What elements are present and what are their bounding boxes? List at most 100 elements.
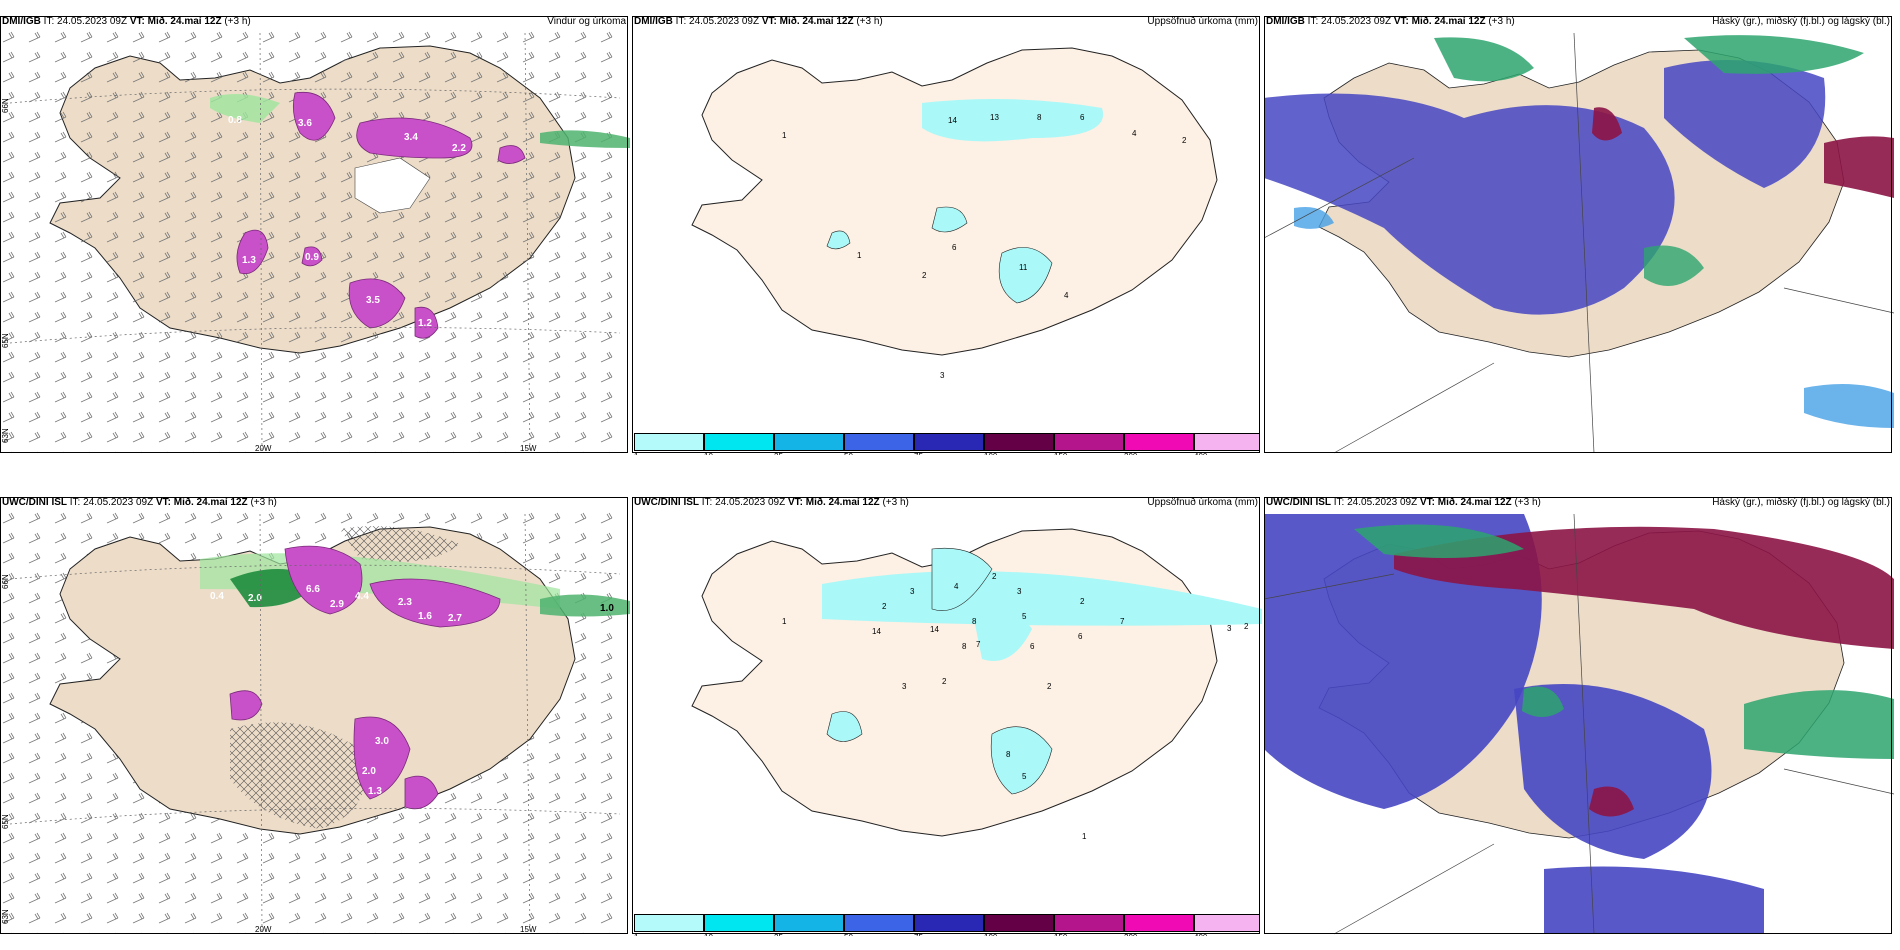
low-cloud-area (1804, 384, 1894, 428)
glacier-patch (354, 157, 431, 214)
high-cloud-area (1744, 690, 1894, 759)
lead-time: (+3 h) (882, 497, 909, 508)
accum-value: 2 (1080, 597, 1085, 606)
accum-value: 8 (972, 617, 977, 626)
precip-blob (301, 246, 323, 267)
accum-value: 8 (962, 642, 967, 651)
colorbar-swatch (1124, 914, 1194, 932)
colorbar-tick: 100 (984, 933, 997, 936)
row1-accum-header: DMI/IGB IT: 24.05.2023 09Z VT: Mið. 24.m… (634, 16, 1258, 30)
accum-value: 4 (1132, 129, 1137, 138)
high-cloud-area (1684, 35, 1864, 74)
precip-blob (356, 117, 473, 159)
colorbar-swatch (844, 914, 914, 932)
it-label: IT: (701, 497, 713, 508)
accum-value: 3 (1227, 624, 1232, 633)
it-value: 24.05.2023 09Z (83, 497, 154, 508)
accum-precip-area (922, 99, 1104, 142)
vt-value: Mið. 24.maí 12Z (779, 16, 854, 27)
low-cloud-area (1664, 60, 1826, 188)
precip-label: 1.6 (418, 611, 432, 622)
accum-value: 1 (857, 251, 862, 260)
accum-value: 13 (990, 113, 999, 122)
accum-value: 5 (1022, 612, 1027, 621)
lead-time: (+3 h) (224, 16, 251, 27)
cloud-map[interactable] (1264, 489, 1894, 936)
accum-value: 4 (954, 582, 959, 591)
colorbar-tick: 25 (774, 933, 783, 936)
accum-precip-area (972, 606, 1032, 661)
colorbar-swatch (1194, 914, 1260, 932)
colorbar-tick: 200 (1124, 452, 1137, 455)
high-cloud-area (1644, 245, 1704, 286)
precip-blob (292, 91, 336, 141)
model-name: UWC/DINI ISL (1266, 497, 1331, 508)
lon-label: 20W (255, 444, 272, 453)
accum-value: 11 (1019, 263, 1028, 272)
accum-value: 3 (910, 587, 915, 596)
mid-cloud-area (1589, 786, 1634, 817)
colorbar-swatch (1054, 914, 1124, 932)
colorbar-swatch (634, 914, 704, 932)
model-name: DMI/IGB (1266, 16, 1305, 27)
panel-title: Uppsöfnuð úrkoma (mm) (1147, 16, 1258, 27)
panel-title: Vindur og úrkoma (547, 16, 626, 27)
accum-map[interactable]: 14 13 8 6 4 2 1 6 11 2 3 4 1 (632, 8, 1262, 455)
colorbar: 1 10 25 50 75 100 150 200 400 (634, 914, 1260, 936)
accum-value: 14 (948, 116, 957, 125)
precip-label: 2.0 (248, 593, 262, 604)
colorbar-swatch (984, 914, 1054, 932)
accum-value: 3 (902, 682, 907, 691)
precip-label: 1.3 (368, 786, 382, 797)
vt-label: VT: (155, 497, 171, 508)
precip-label: 3.5 (366, 295, 380, 306)
precip-label: 2.9 (330, 599, 344, 610)
accum-precip-area (931, 206, 968, 233)
hatched-area (230, 722, 365, 829)
lon-label: 15W (520, 444, 537, 453)
colorbar-tick: 10 (704, 933, 713, 936)
cloud-map[interactable] (1264, 8, 1894, 455)
panel-title: Háský (gr.), miðský (fj.bl.) og lágský (… (1712, 497, 1890, 508)
hatched-area (340, 526, 460, 562)
accum-value: 3 (940, 371, 945, 380)
wind-map[interactable]: 0.8 3.6 3.4 2.2 1.3 0.9 3.5 1.2 20W 15W … (0, 8, 630, 455)
accum-value: 6 (1078, 632, 1083, 641)
low-cloud-area (1264, 93, 1675, 315)
wind-map[interactable]: 0.4 2.0 6.6 2.9 4.4 2.3 1.6 2.7 3.0 2.0 … (0, 489, 630, 936)
lead-time: (+3 h) (250, 497, 277, 508)
precip-blob (369, 578, 501, 628)
vt-value: Mið. 24.maí 12Z (1411, 16, 1486, 27)
accum-value: 1 (782, 617, 787, 626)
row1-wind-panel: DMI/IGB IT: 24.05.2023 09Z VT: Mið. 24.m… (0, 8, 630, 455)
colorbar-tick: 1 (634, 452, 638, 455)
accum-value: 1 (1082, 832, 1087, 841)
lead-time: (+3 h) (1488, 16, 1515, 27)
accum-map[interactable]: 2 3 4 14 14 8 8 7 2 3 6 6 5 7 2 3 2 1 3 … (632, 489, 1262, 936)
colorbar-tick: 50 (844, 933, 853, 936)
colorbar: 1 10 25 50 75 100 150 200 400 (634, 433, 1260, 455)
accum-precip-area (822, 571, 1262, 626)
colorbar-tick: 150 (1054, 452, 1067, 455)
row1-cloud-panel: DMI/IGB IT: 24.05.2023 09Z VT: Mið. 24.m… (1264, 8, 1894, 455)
precip-label: 1.3 (242, 255, 256, 266)
it-label: IT: (675, 16, 687, 27)
colorbar-tick: 25 (774, 452, 783, 455)
accum-value: 5 (1022, 772, 1027, 781)
low-cloud-area (1544, 866, 1764, 934)
precip-blob (404, 775, 439, 810)
vt-value: Mið. 24.maí 12Z (147, 16, 222, 27)
model-name: UWC/DINI ISL (2, 497, 67, 508)
precip-blob (414, 306, 439, 339)
colorbar-tick: 50 (844, 452, 853, 455)
lat-label: 65N (1, 333, 10, 348)
it-value: 24.05.2023 09Z (715, 497, 786, 508)
vt-value: Mið. 24.maí 12Z (805, 497, 880, 508)
lat-label: 63N (1, 909, 10, 924)
panel-title: Háský (gr.), miðský (fj.bl.) og lágský (… (1712, 16, 1890, 27)
mid-cloud-area (1824, 136, 1894, 198)
mid-cloud-area (1394, 526, 1894, 649)
it-label: IT: (1307, 16, 1319, 27)
accum-value: 1 (782, 131, 787, 140)
accum-value: 2 (1182, 136, 1187, 145)
